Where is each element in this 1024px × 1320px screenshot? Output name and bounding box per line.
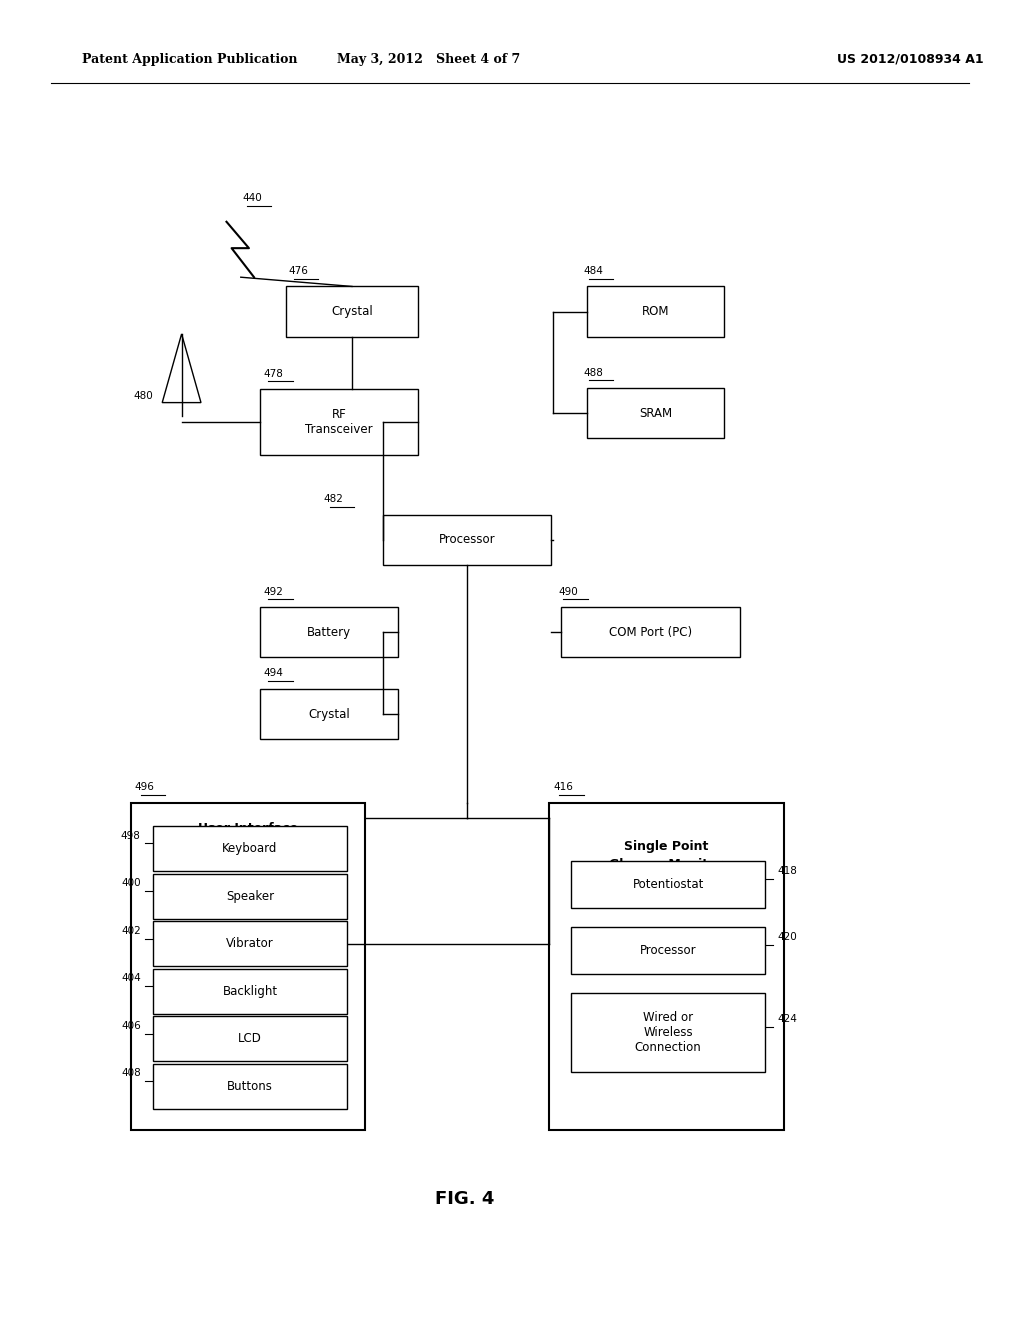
Text: 494: 494 [263,668,283,678]
Text: 424: 424 [777,1014,798,1024]
Bar [260,607,398,657]
Text: Single Point
Glucose Monitor
Electronics
(Optional): Single Point Glucose Monitor Electronics… [609,841,723,907]
Bar [153,921,347,966]
Text: User Interface: User Interface [198,822,298,836]
Text: Wired or
Wireless
Connection: Wired or Wireless Connection [635,1011,701,1053]
Bar [153,969,347,1014]
Text: 476: 476 [289,265,308,276]
Text: ROM: ROM [642,305,670,318]
Bar [286,286,418,337]
Text: FIG. 4: FIG. 4 [434,1189,494,1208]
Text: 402: 402 [121,925,140,936]
Text: 492: 492 [263,586,283,597]
Text: Speaker: Speaker [226,890,274,903]
Text: Processor: Processor [640,944,696,957]
Bar [153,874,347,919]
Text: SRAM: SRAM [639,407,672,420]
Bar [383,515,551,565]
Text: 406: 406 [121,1020,140,1031]
Text: 408: 408 [121,1068,140,1078]
Bar [561,607,739,657]
Text: 480: 480 [133,391,153,401]
Text: Buttons: Buttons [227,1080,272,1093]
Text: 440: 440 [243,193,262,203]
Text: 484: 484 [584,265,603,276]
Text: 490: 490 [558,586,578,597]
Bar [153,1064,347,1109]
Text: 400: 400 [121,878,140,888]
Bar [549,803,783,1130]
Text: Crystal: Crystal [308,708,350,721]
Text: Crystal: Crystal [331,305,373,318]
Text: Battery: Battery [307,626,351,639]
Text: 416: 416 [553,781,572,792]
Text: Processor: Processor [438,533,495,546]
Bar [571,861,765,908]
Text: Vibrator: Vibrator [226,937,273,950]
Bar [260,689,398,739]
Text: 482: 482 [324,494,343,504]
Text: May 3, 2012   Sheet 4 of 7: May 3, 2012 Sheet 4 of 7 [337,53,520,66]
Text: Keyboard: Keyboard [222,842,278,855]
Bar [153,826,347,871]
Text: 498: 498 [121,830,140,841]
Bar [260,389,418,455]
Bar [571,927,765,974]
Text: Backlight: Backlight [222,985,278,998]
Text: LCD: LCD [238,1032,262,1045]
Text: 420: 420 [777,932,797,942]
Bar [587,286,724,337]
Text: 418: 418 [777,866,798,876]
Text: 488: 488 [584,367,603,378]
Text: Patent Application Publication: Patent Application Publication [82,53,297,66]
Bar [571,993,765,1072]
Text: COM Port (PC): COM Port (PC) [609,626,692,639]
Text: Potentiostat: Potentiostat [633,878,703,891]
Text: 404: 404 [121,973,140,983]
Text: US 2012/0108934 A1: US 2012/0108934 A1 [837,53,983,66]
Text: 496: 496 [135,781,155,792]
Bar [131,803,366,1130]
Text: RF
Transceiver: RF Transceiver [305,408,373,437]
Text: 478: 478 [263,368,283,379]
Bar [153,1016,347,1061]
Bar [587,388,724,438]
